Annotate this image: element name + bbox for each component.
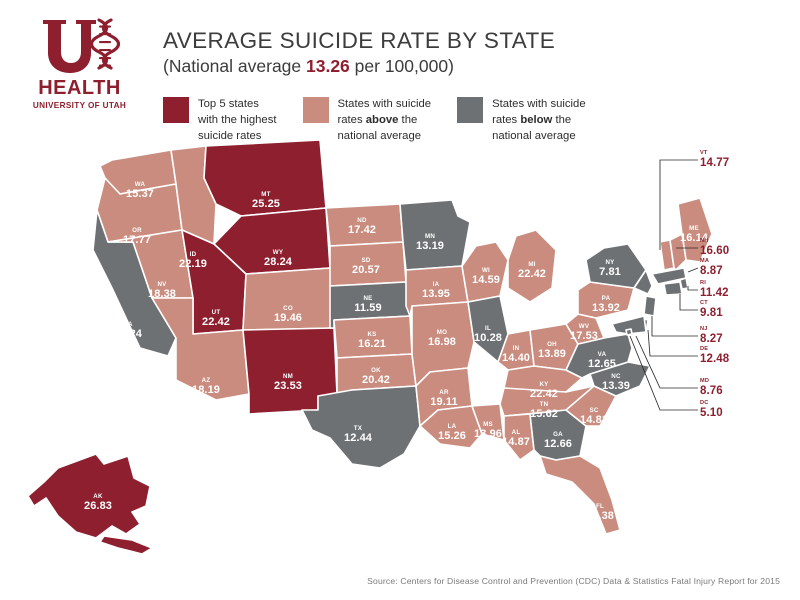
- legend-item-below: States with suicide rates below the nati…: [457, 96, 586, 144]
- legend-above-line3: national average: [337, 130, 422, 143]
- callout-abbr-ri: RI: [700, 280, 706, 286]
- callout-abbr-md: MD: [700, 378, 709, 384]
- state-mi: [507, 229, 557, 303]
- callout-value-nh: 16.60: [700, 245, 729, 257]
- legend-swatch-below: [457, 97, 484, 123]
- legend-below-post: the: [552, 114, 572, 127]
- state-ks: [333, 315, 413, 359]
- u-of-u-health-logo: HEALTH UNIVERSITY OF UTAH: [22, 18, 137, 113]
- callout-value-ct: 9.81: [700, 307, 723, 319]
- legend-swatch-above: [302, 97, 329, 123]
- state-dc: [625, 328, 633, 336]
- callout-abbr-de: DE: [700, 346, 708, 352]
- legend-label-above: States with suicide rates above the nati…: [338, 96, 432, 144]
- state-ak-part: [99, 535, 153, 555]
- block-u-dna-glyph: [42, 18, 120, 73]
- state-sd: [329, 241, 407, 287]
- callout-value-ma: 8.87: [700, 265, 723, 277]
- callout-leader-ct: [679, 294, 698, 311]
- state-sc: [565, 385, 617, 427]
- callout-leader-dc: [629, 335, 698, 411]
- state-nh: [669, 233, 687, 271]
- state-ak: [27, 453, 151, 539]
- state-ny: [585, 243, 647, 289]
- subtitle-suffix: per 100,000): [349, 56, 454, 77]
- legend-above-bold: above: [365, 114, 399, 127]
- legend-above-pre: rates: [337, 114, 366, 127]
- state-nj: [643, 295, 657, 317]
- callout-abbr-nj: NJ: [700, 326, 708, 332]
- legend-swatch-top5: [163, 97, 189, 123]
- callout-value-ri: 11.42: [700, 287, 729, 299]
- state-md: [611, 315, 647, 335]
- callout-leader-ri: [687, 286, 698, 291]
- state-ct: [663, 281, 683, 296]
- state-co: [242, 267, 335, 331]
- source-note: Source: Centers for Disease Control and …: [367, 576, 780, 586]
- legend-label-top5: Top 5 states with the highest suicide ra…: [198, 96, 277, 144]
- legend-below-bold: below: [520, 114, 553, 127]
- logo-university-text: UNIVERSITY OF UTAH: [32, 101, 127, 110]
- state-wi: [461, 241, 509, 303]
- state-ny-part: [633, 269, 653, 295]
- legend-item-above: States with suicide rates above the nati…: [302, 96, 432, 144]
- callout-value-md: 8.76: [700, 385, 723, 397]
- callout-leader-nj: [651, 316, 698, 337]
- legend-label-below: States with suicide rates below the nati…: [492, 96, 586, 144]
- callout-abbr-dc: DC: [700, 400, 708, 406]
- callout-leader-vt: [659, 159, 698, 250]
- callout-value-nj: 8.27: [700, 333, 723, 345]
- page-subtitle: (National average 13.26 per 100,000): [163, 55, 555, 78]
- callout-leader-md: [635, 335, 698, 389]
- legend: Top 5 states with the highest suicide ra…: [163, 96, 586, 144]
- legend-below-pre: rates: [492, 114, 521, 127]
- title-block: AVERAGE SUICIDE RATE BY STATE (National …: [163, 28, 555, 78]
- legend-item-top5: Top 5 states with the highest suicide ra…: [163, 96, 277, 144]
- legend-top5-line2: with the highest: [198, 114, 277, 127]
- callout-leader-ma: [687, 267, 699, 273]
- legend-above-line1: States with suicide: [337, 98, 432, 110]
- callout-leader-de: [647, 329, 698, 357]
- callout-value-de: 12.48: [700, 353, 730, 365]
- legend-above-post: the: [398, 114, 418, 127]
- state-al: [503, 413, 535, 461]
- state-fl: [539, 455, 621, 535]
- legend-above-line2: rates above the: [338, 112, 432, 128]
- legend-below-line3: national average: [492, 130, 576, 143]
- page-title: AVERAGE SUICIDE RATE BY STATE: [163, 28, 556, 53]
- national-average-value: 13.26: [306, 56, 350, 77]
- map-svg: WA15.37OR17.77CA10.24ID22.19NV18.38MT25.…: [27, 139, 730, 555]
- legend-top5-line1: Top 5 states: [198, 98, 259, 110]
- callout-abbr-ct: CT: [700, 300, 708, 306]
- state-tx: [301, 385, 421, 469]
- us-choropleth-map: WA 15.37 OR 17.77 CA 10.24 ID 22.19 NV 18.38 MT 25.…: [0, 138, 800, 558]
- state-nd: [325, 203, 404, 247]
- block-u-dna-icon: [22, 18, 137, 76]
- state-wv: [565, 313, 605, 345]
- legend-below-line1: States with suicide: [492, 98, 586, 110]
- callout-value-vt: 14.77: [700, 157, 729, 169]
- legend-below-line2: rates below the: [492, 112, 586, 128]
- state-mt: [203, 139, 327, 217]
- logo-health-text: HEALTH: [38, 77, 121, 99]
- subtitle-prefix: (National average: [163, 56, 306, 77]
- callout-abbr-vt: VT: [700, 150, 708, 156]
- callout-value-dc: 5.10: [700, 407, 723, 419]
- state-mn: [399, 199, 471, 271]
- callout-abbr-ma: MA: [700, 258, 709, 264]
- legend-top5-line3: suicide rates: [198, 130, 262, 143]
- callout-abbr-nh: NH: [700, 238, 708, 244]
